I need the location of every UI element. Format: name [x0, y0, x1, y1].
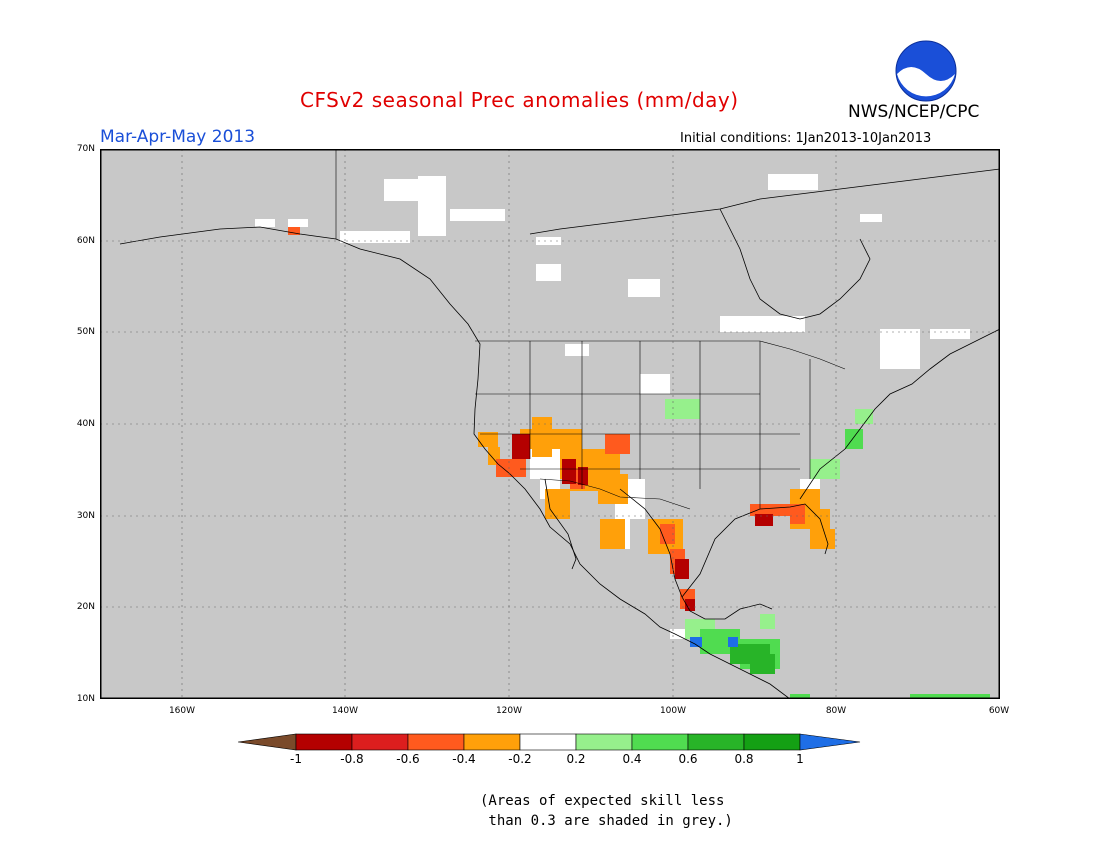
colorbar-segment-1: [295, 733, 353, 751]
colorbar-segment-lt-minus1: [238, 733, 297, 751]
lat-label-40n: 40N: [76, 419, 95, 429]
lat-label-50n: 50N: [76, 327, 95, 337]
colorbar-tick-label: -0.4: [452, 752, 476, 766]
lon-label-160w: 160W: [168, 706, 196, 716]
lon-label-140w: 140W: [331, 706, 359, 716]
chart-title: CFSv2 seasonal Prec anomalies (mm/day): [300, 88, 739, 112]
lat-label-60n: 60N: [76, 236, 95, 246]
colorbar-segment-4: [463, 733, 521, 751]
skill-note: (Areas of expected skill less than 0.3 a…: [480, 793, 733, 829]
colorbar-tick-label: 0.4: [622, 752, 642, 766]
colorbar-tick-label: -0.8: [340, 752, 364, 766]
colorbar-tick-label: -0.2: [508, 752, 532, 766]
lon-label-120w: 120W: [495, 706, 523, 716]
colorbar-segment-2: [351, 733, 409, 751]
lat-label-20n: 20N: [76, 602, 95, 612]
wet-darkgreen-cells: [730, 644, 775, 674]
wet-blue-cells: [690, 637, 738, 647]
colorbar-tick-label: 0.8: [734, 752, 754, 766]
coastlines: [119, 168, 1000, 699]
colorbar-segment-5: [519, 733, 577, 751]
colorbar: [238, 733, 861, 751]
precip-anomaly-map: [100, 149, 1000, 699]
lon-label-80w: 80W: [825, 706, 847, 716]
colorbar-segment-3: [407, 733, 465, 751]
lat-label-70n: 70N: [76, 144, 95, 154]
colorbar-tick-label: 0.2: [566, 752, 586, 766]
map-frame: [100, 149, 1000, 699]
lat-label-10n: 10N: [76, 694, 95, 704]
lat-label-30n: 30N: [76, 511, 95, 521]
colorbar-segment-7: [631, 733, 689, 751]
colorbar-segment-gt-1: [799, 733, 861, 751]
map-grid: [100, 149, 1000, 699]
colorbar-tick-label: 0.6: [678, 752, 698, 766]
colorbar-segment-9: [743, 733, 801, 751]
colorbar-segment-6: [575, 733, 633, 751]
colorbar-segment-8: [687, 733, 745, 751]
noaa-logo-icon: [895, 40, 957, 102]
colorbar-tick-label: -1: [290, 752, 302, 766]
agency-label: NWS/NCEP/CPC: [848, 102, 980, 122]
dry-darkred-cells: [512, 434, 773, 611]
wet-lightgreen-cells: [665, 399, 873, 639]
lon-label-100w: 100W: [659, 706, 687, 716]
colorbar-tick-label: 1: [796, 752, 804, 766]
season-label: Mar-Apr-May 2013: [100, 127, 256, 147]
initial-conditions-label: Initial conditions: 1Jan2013-10Jan2013: [680, 131, 932, 146]
lon-label-60w: 60W: [988, 706, 1010, 716]
boundaries: [335, 149, 846, 510]
colorbar-tick-label: -0.6: [396, 752, 420, 766]
